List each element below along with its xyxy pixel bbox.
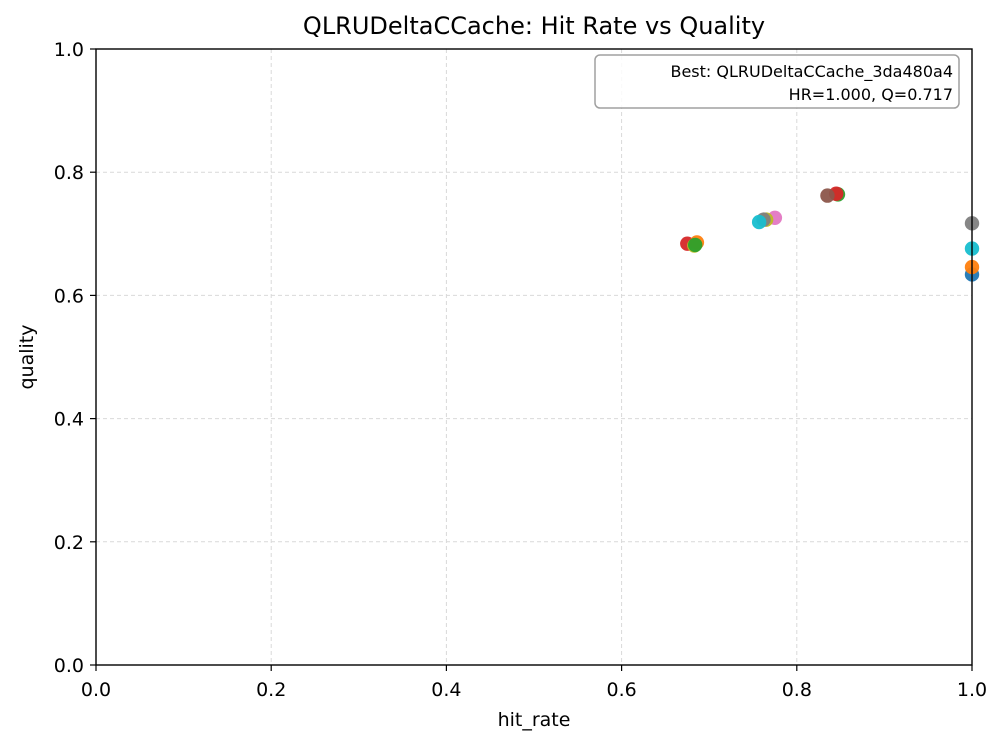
y-tick-label: 0.0 bbox=[54, 655, 84, 677]
annotation-metrics: HR=1.000, Q=0.717 bbox=[789, 85, 953, 104]
x-gridlines bbox=[95, 49, 973, 665]
y-tick-label: 0.8 bbox=[54, 162, 84, 184]
best-annotation: Best: QLRUDeltaCCache_3da480a4 HR=1.000,… bbox=[594, 54, 960, 109]
data-point bbox=[820, 188, 835, 203]
annotation-box bbox=[594, 54, 960, 109]
y-axis-label: quality bbox=[16, 325, 38, 390]
x-axis-ticks: 0.0 0.2 0.4 0.6 0.8 1.0 bbox=[81, 665, 987, 701]
y-gridlines bbox=[96, 48, 972, 666]
y-tick-label: 0.4 bbox=[54, 409, 84, 431]
y-tick-label: 0.2 bbox=[54, 532, 84, 554]
chart-title: QLRUDeltaCCache: Hit Rate vs Quality bbox=[303, 12, 765, 40]
data-point bbox=[687, 237, 703, 253]
x-tick-label: 0.0 bbox=[81, 679, 111, 701]
x-tick-label: 0.6 bbox=[606, 679, 636, 701]
x-tick-label: 0.2 bbox=[256, 679, 286, 701]
x-tick-label: 1.0 bbox=[957, 679, 987, 701]
x-tick-label: 0.8 bbox=[782, 679, 812, 701]
annotation-best-label: Best: QLRUDeltaCCache_3da480a4 bbox=[670, 62, 953, 82]
y-tick-label: 0.6 bbox=[54, 285, 84, 307]
plot-frame bbox=[95, 48, 973, 666]
x-tick-label: 0.4 bbox=[431, 679, 461, 701]
data-point bbox=[751, 214, 767, 230]
data-points bbox=[680, 186, 980, 282]
x-axis-label: hit_rate bbox=[498, 709, 571, 731]
y-axis-ticks: 0.0 0.2 0.4 0.6 0.8 1.0 bbox=[54, 39, 96, 677]
y-tick-label: 1.0 bbox=[54, 39, 84, 61]
